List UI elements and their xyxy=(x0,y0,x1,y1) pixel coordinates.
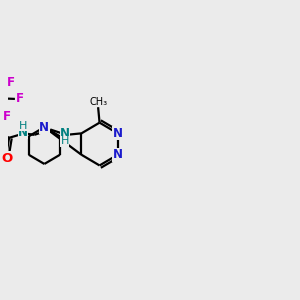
Text: N: N xyxy=(113,148,123,161)
Text: N: N xyxy=(18,126,28,139)
Text: N: N xyxy=(39,121,49,134)
Text: N: N xyxy=(60,127,70,140)
Text: H: H xyxy=(19,121,27,130)
Text: F: F xyxy=(16,92,23,105)
Text: F: F xyxy=(7,76,14,89)
Text: N: N xyxy=(113,127,123,140)
Text: O: O xyxy=(1,152,12,164)
Text: CH₃: CH₃ xyxy=(89,97,107,107)
Text: H: H xyxy=(61,136,69,146)
Text: F: F xyxy=(2,110,11,123)
